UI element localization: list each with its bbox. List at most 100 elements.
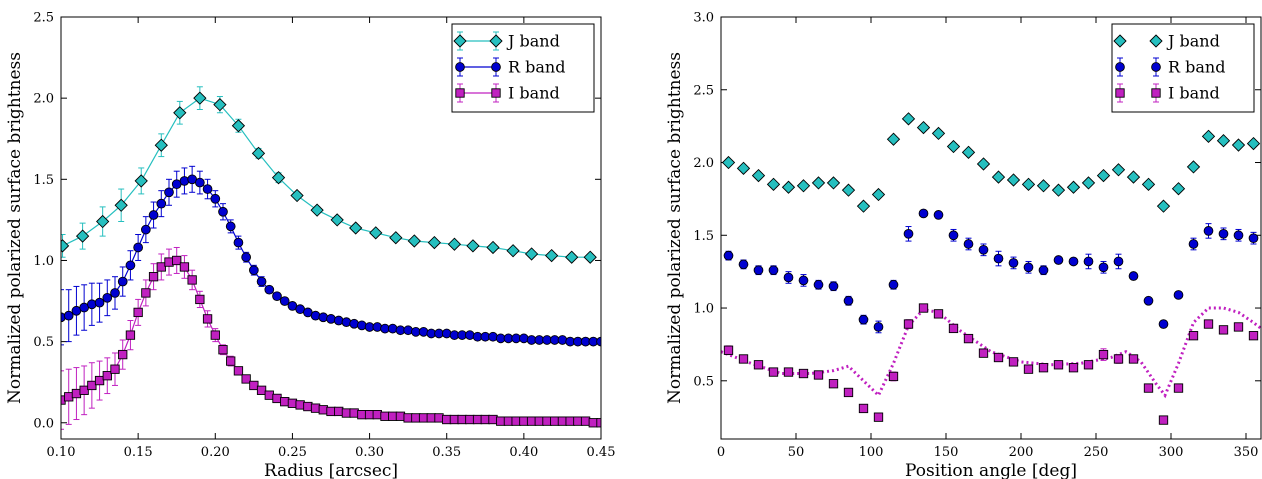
data-point-j (1216, 134, 1231, 148)
data-point-i (503, 416, 514, 426)
data-point-r (978, 244, 989, 255)
data-point-r (326, 314, 336, 324)
data-point-i (738, 354, 749, 364)
data-point-r (256, 276, 267, 287)
data-point-i (411, 413, 421, 423)
series-j-band (61, 86, 597, 264)
x-tick-label: 0.40 (509, 445, 538, 460)
data-point-j (61, 239, 70, 253)
data-point-i (873, 412, 884, 422)
data-point-j (1111, 163, 1126, 177)
data-point-i (233, 366, 244, 376)
data-point-i (1143, 383, 1154, 393)
data-point-i (963, 333, 974, 344)
data-point-i (303, 401, 313, 412)
data-point-j (1171, 182, 1186, 196)
data-point-j (1201, 129, 1216, 143)
data-point-i (1008, 357, 1019, 367)
series-i-band (723, 303, 1259, 425)
data-point-r (249, 265, 259, 276)
data-point-j (154, 138, 168, 152)
data-point-i (1233, 322, 1244, 332)
plot-area (721, 112, 1261, 425)
data-point-i (480, 414, 490, 425)
y-tick-label: 1.0 (693, 302, 714, 317)
data-point-i (287, 398, 298, 408)
plot-area (61, 86, 601, 430)
data-point-i (573, 416, 583, 426)
data-point-i (71, 388, 82, 399)
data-point-i (1173, 383, 1184, 393)
data-point-i (488, 414, 498, 425)
legend-marker-i (1115, 88, 1125, 98)
data-point-r (210, 193, 221, 204)
data-point-j (991, 170, 1006, 184)
data-point-i (79, 385, 89, 395)
data-point-i (64, 392, 74, 402)
data-point-r (557, 335, 568, 345)
data-point-r (233, 237, 244, 248)
data-point-i (580, 416, 591, 426)
data-point-j (427, 235, 442, 250)
data-point-i (349, 408, 359, 418)
data-point-j (751, 168, 766, 183)
series-i-band (61, 246, 601, 430)
data-point-i (418, 413, 429, 423)
data-point-j (231, 119, 246, 133)
y-tick-label: 2.0 (693, 156, 714, 171)
data-point-r (828, 281, 839, 292)
data-point-i (472, 414, 483, 425)
data-point-i (1053, 360, 1064, 370)
data-point-i (843, 387, 854, 398)
x-tick-label: 0.10 (47, 445, 76, 460)
data-point-r (723, 250, 734, 261)
x-tick-label: 350 (1234, 445, 1259, 460)
data-point-i (550, 416, 560, 426)
data-point-i (364, 410, 375, 420)
data-point-r (1038, 265, 1049, 276)
data-point-r (241, 252, 251, 263)
data-point-r (195, 177, 205, 188)
data-point-j (826, 176, 841, 190)
legend-label-i: I band (1168, 84, 1220, 103)
axes-frame (60, 16, 602, 440)
data-point-r (1248, 233, 1259, 244)
data-point-j (931, 126, 946, 141)
data-point-r (918, 208, 929, 219)
x-tick-label: 0.45 (587, 445, 616, 460)
data-point-r (164, 187, 174, 198)
y-tick-label: 1.0 (33, 254, 54, 269)
legend-marker-r (455, 62, 465, 72)
data-point-i (179, 262, 190, 272)
data-point-i (202, 314, 213, 324)
data-point-r (133, 242, 143, 253)
data-point-j (173, 106, 187, 120)
data-point-i (172, 255, 182, 266)
data-point-r (318, 312, 329, 323)
data-point-i (511, 416, 521, 426)
data-point-j (721, 155, 736, 170)
data-point-i (195, 294, 205, 305)
data-point-i (334, 406, 344, 417)
data-point-r (813, 279, 824, 290)
data-point-j (1096, 168, 1111, 183)
data-point-r (948, 230, 959, 241)
data-point-j (193, 91, 207, 105)
data-point-i (918, 303, 929, 313)
data-point-r (768, 265, 779, 276)
data-point-i (888, 371, 899, 382)
legend-marker-j (1113, 34, 1127, 48)
data-point-r (125, 260, 136, 271)
x-tick-label: 0.35 (432, 445, 461, 460)
data-point-j (271, 171, 286, 185)
data-point-i (395, 411, 406, 421)
data-point-i (496, 416, 506, 426)
data-point-i (1218, 325, 1229, 335)
data-point-i (1068, 363, 1079, 373)
legend-box (1111, 23, 1255, 113)
data-point-i (1113, 354, 1124, 364)
data-point-j (407, 234, 421, 248)
data-point-i (426, 413, 436, 423)
data-point-j (1081, 176, 1096, 190)
